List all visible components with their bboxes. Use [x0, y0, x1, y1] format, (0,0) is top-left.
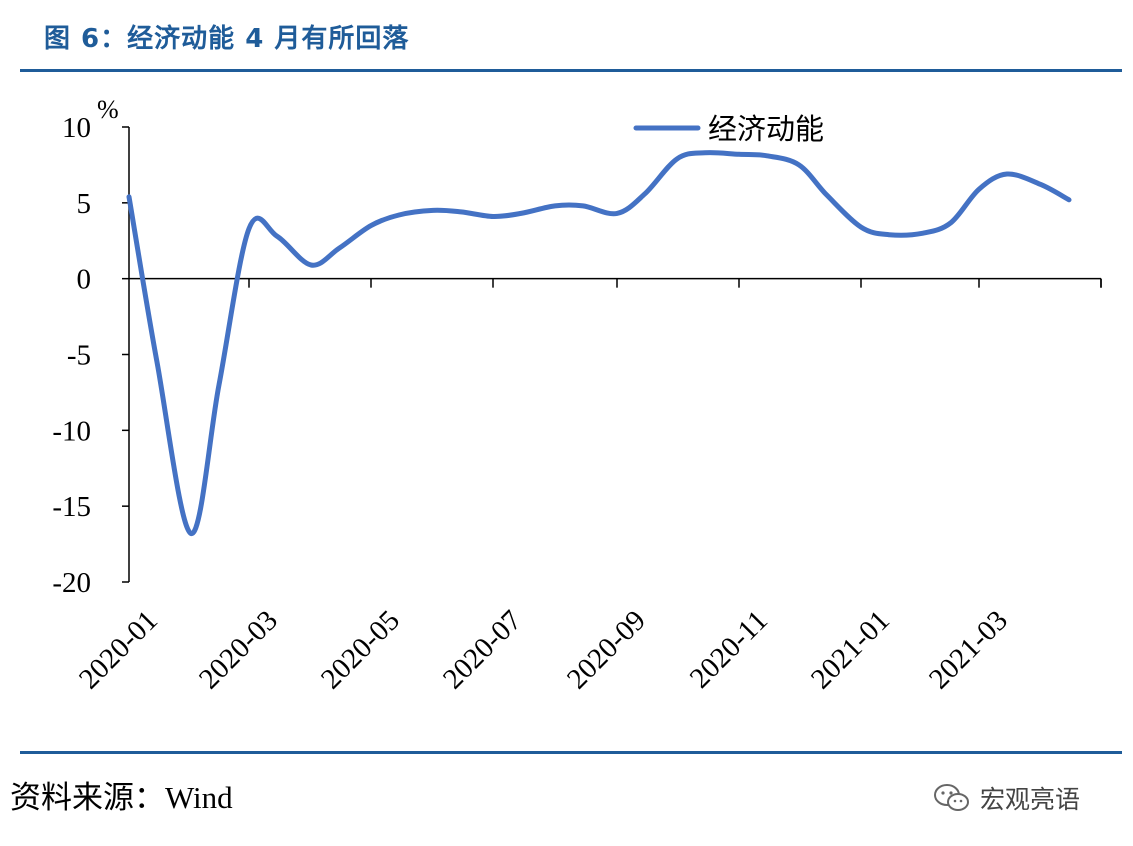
- bottom-rule: [20, 751, 1122, 754]
- y-unit-label: %: [97, 95, 119, 124]
- x-tick-label: 2020-07: [437, 604, 528, 695]
- x-tick-label: 2020-01: [73, 604, 164, 695]
- x-tick-label: 2020-05: [315, 604, 406, 695]
- source-note: 资料来源：Wind: [10, 780, 233, 815]
- watermark: 宏观亮语: [932, 778, 1080, 818]
- figure-title: 图 6：经济动能 4 月有所回落: [44, 24, 410, 54]
- y-tick-label: -15: [52, 491, 91, 523]
- series-line: [126, 150, 1072, 537]
- x-tick-label: 2021-01: [805, 604, 896, 695]
- x-tick-label: 2021-03: [923, 604, 1014, 695]
- x-tick-label: 2020-03: [193, 604, 284, 695]
- y-tick-label: 5: [77, 188, 92, 220]
- y-axis: 10 5 0 -5 -10 -15 -20%: [52, 95, 130, 599]
- wechat-icon: [934, 784, 969, 811]
- y-tick-label: -5: [67, 340, 91, 372]
- series-layer: [126, 150, 1072, 537]
- top-rule: [20, 69, 1122, 72]
- y-tick-label: 0: [77, 264, 92, 296]
- y-tick-label: -10: [52, 415, 91, 447]
- y-tick-label: 10: [62, 112, 91, 144]
- legend-label: 经济动能: [708, 112, 824, 146]
- legend: 经济动能: [633, 112, 824, 146]
- x-tick-label: 2020-11: [684, 604, 774, 694]
- x-tick-label: 2020-09: [561, 604, 652, 695]
- y-tick-label: -20: [52, 567, 91, 599]
- watermark-text: 宏观亮语: [980, 785, 1081, 814]
